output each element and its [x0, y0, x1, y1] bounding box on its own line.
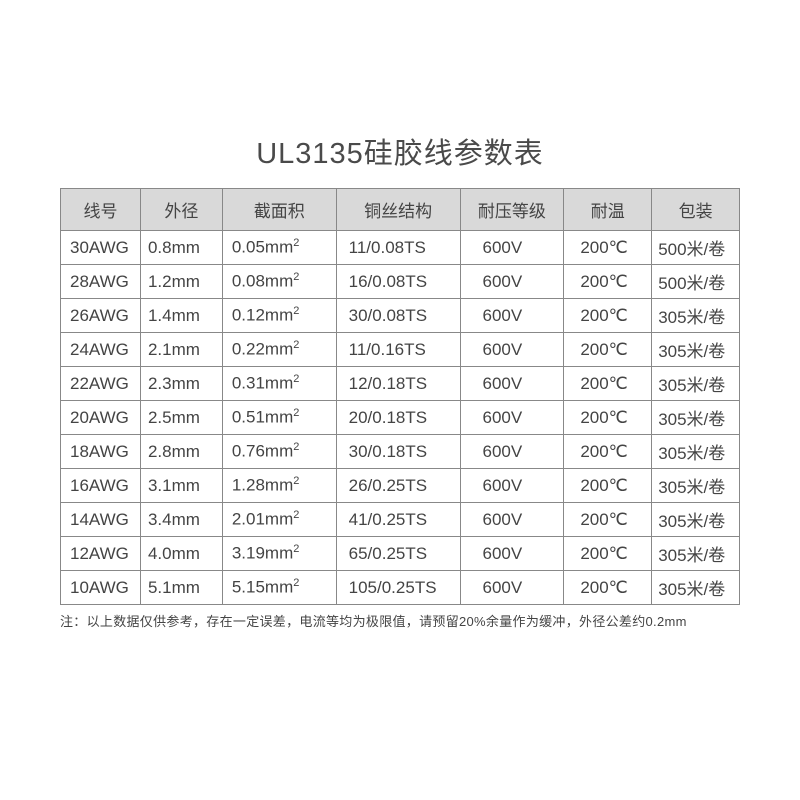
table-cell: 1.2mm: [140, 265, 222, 299]
table-cell: 1.28mm2: [222, 469, 336, 503]
table-row: 16AWG3.1mm1.28mm226/0.25TS600V200℃305米/卷: [61, 469, 740, 503]
table-cell: 0.51mm2: [222, 401, 336, 435]
table-cell: 11/0.16TS: [336, 333, 460, 367]
table-cell: 0.76mm2: [222, 435, 336, 469]
table-cell: 41/0.25TS: [336, 503, 460, 537]
table-cell: 12AWG: [61, 537, 141, 571]
table-header-cell: 包装: [652, 189, 740, 231]
table-cell: 200℃: [564, 299, 652, 333]
table-row: 28AWG1.2mm0.08mm216/0.08TS600V200℃500米/卷: [61, 265, 740, 299]
table-cell: 20AWG: [61, 401, 141, 435]
table-row: 20AWG2.5mm0.51mm220/0.18TS600V200℃305米/卷: [61, 401, 740, 435]
table-cell: 2.3mm: [140, 367, 222, 401]
table-cell: 1.4mm: [140, 299, 222, 333]
table-cell: 30/0.18TS: [336, 435, 460, 469]
table-cell: 2.8mm: [140, 435, 222, 469]
table-cell: 0.12mm2: [222, 299, 336, 333]
table-cell: 600V: [460, 571, 564, 605]
table-cell: 200℃: [564, 537, 652, 571]
table-cell: 305米/卷: [652, 503, 740, 537]
table-cell: 3.4mm: [140, 503, 222, 537]
table-cell: 0.05mm2: [222, 231, 336, 265]
table-row: 12AWG4.0mm3.19mm265/0.25TS600V200℃305米/卷: [61, 537, 740, 571]
table-cell: 18AWG: [61, 435, 141, 469]
table-row: 14AWG3.4mm2.01mm241/0.25TS600V200℃305米/卷: [61, 503, 740, 537]
footnote: 注：以上数据仅供参考，存在一定误差，电流等均为极限值，请预留20%余量作为缓冲，…: [60, 611, 740, 630]
table-cell: 0.8mm: [140, 231, 222, 265]
table-cell: 14AWG: [61, 503, 141, 537]
table-cell: 200℃: [564, 435, 652, 469]
table-cell: 600V: [460, 401, 564, 435]
table-cell: 305米/卷: [652, 469, 740, 503]
table-header-cell: 耐温: [564, 189, 652, 231]
table-cell: 0.22mm2: [222, 333, 336, 367]
table-cell: 305米/卷: [652, 333, 740, 367]
table-cell: 600V: [460, 469, 564, 503]
table-cell: 600V: [460, 333, 564, 367]
table-header-cell: 截面积: [222, 189, 336, 231]
spec-table: 线号外径截面积铜丝结构耐压等级耐温包装 30AWG0.8mm0.05mm211/…: [60, 188, 740, 605]
table-cell: 600V: [460, 231, 564, 265]
table-row: 18AWG2.8mm0.76mm230/0.18TS600V200℃305米/卷: [61, 435, 740, 469]
table-cell: 2.01mm2: [222, 503, 336, 537]
table-cell: 305米/卷: [652, 537, 740, 571]
table-cell: 200℃: [564, 333, 652, 367]
table-cell: 3.19mm2: [222, 537, 336, 571]
table-header-cell: 外径: [140, 189, 222, 231]
table-cell: 65/0.25TS: [336, 537, 460, 571]
table-cell: 2.5mm: [140, 401, 222, 435]
table-cell: 0.31mm2: [222, 367, 336, 401]
table-cell: 30AWG: [61, 231, 141, 265]
table-cell: 200℃: [564, 367, 652, 401]
table-cell: 30/0.08TS: [336, 299, 460, 333]
table-cell: 600V: [460, 265, 564, 299]
table-header-cell: 线号: [61, 189, 141, 231]
table-cell: 16/0.08TS: [336, 265, 460, 299]
table-cell: 305米/卷: [652, 401, 740, 435]
table-header-cell: 耐压等级: [460, 189, 564, 231]
table-cell: 24AWG: [61, 333, 141, 367]
table-cell: 305米/卷: [652, 367, 740, 401]
table-cell: 26/0.25TS: [336, 469, 460, 503]
table-row: 30AWG0.8mm0.05mm211/0.08TS600V200℃500米/卷: [61, 231, 740, 265]
table-cell: 500米/卷: [652, 265, 740, 299]
table-cell: 200℃: [564, 503, 652, 537]
table-cell: 600V: [460, 503, 564, 537]
table-row: 26AWG1.4mm0.12mm230/0.08TS600V200℃305米/卷: [61, 299, 740, 333]
table-cell: 10AWG: [61, 571, 141, 605]
table-cell: 20/0.18TS: [336, 401, 460, 435]
table-cell: 200℃: [564, 571, 652, 605]
table-cell: 200℃: [564, 469, 652, 503]
table-row: 10AWG5.1mm5.15mm2105/0.25TS600V200℃305米/…: [61, 571, 740, 605]
table-cell: 600V: [460, 299, 564, 333]
table-cell: 0.08mm2: [222, 265, 336, 299]
table-header-cell: 铜丝结构: [336, 189, 460, 231]
table-cell: 11/0.08TS: [336, 231, 460, 265]
table-cell: 3.1mm: [140, 469, 222, 503]
page-title: UL3135硅胶线参数表: [256, 130, 544, 172]
table-cell: 5.1mm: [140, 571, 222, 605]
table-cell: 28AWG: [61, 265, 141, 299]
table-row: 24AWG2.1mm0.22mm211/0.16TS600V200℃305米/卷: [61, 333, 740, 367]
table-cell: 500米/卷: [652, 231, 740, 265]
table-cell: 200℃: [564, 265, 652, 299]
table-cell: 200℃: [564, 231, 652, 265]
table-cell: 600V: [460, 435, 564, 469]
table-cell: 26AWG: [61, 299, 141, 333]
table-cell: 16AWG: [61, 469, 141, 503]
table-cell: 305米/卷: [652, 435, 740, 469]
table-cell: 600V: [460, 367, 564, 401]
table-cell: 5.15mm2: [222, 571, 336, 605]
table-cell: 22AWG: [61, 367, 141, 401]
table-cell: 200℃: [564, 401, 652, 435]
table-cell: 305米/卷: [652, 571, 740, 605]
table-row: 22AWG2.3mm0.31mm212/0.18TS600V200℃305米/卷: [61, 367, 740, 401]
table-cell: 105/0.25TS: [336, 571, 460, 605]
table-cell: 305米/卷: [652, 299, 740, 333]
table-cell: 2.1mm: [140, 333, 222, 367]
table-cell: 4.0mm: [140, 537, 222, 571]
table-header-row: 线号外径截面积铜丝结构耐压等级耐温包装: [61, 189, 740, 231]
table-cell: 12/0.18TS: [336, 367, 460, 401]
table-cell: 600V: [460, 537, 564, 571]
